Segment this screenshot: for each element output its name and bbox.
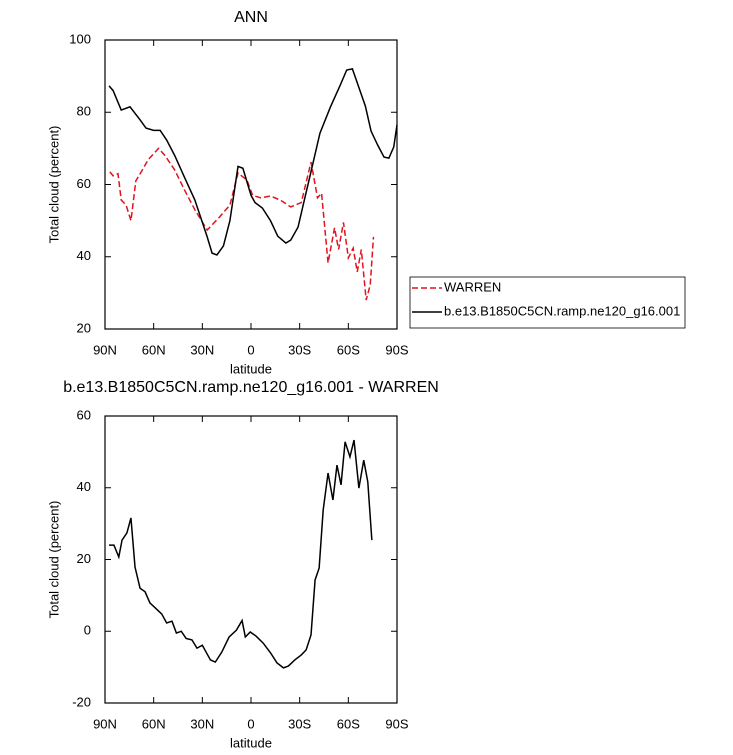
chart-title: ANN bbox=[234, 9, 268, 26]
x-axis-label: latitude bbox=[230, 361, 272, 376]
y-axis-label: Total cloud (percent) bbox=[46, 126, 61, 244]
y-tick-label: 80 bbox=[77, 104, 91, 119]
x-tick-label: 60N bbox=[142, 342, 166, 357]
legend-label: b.e13.B1850C5CN.ramp.ne120_g16.001 bbox=[444, 303, 680, 318]
y-tick-label: 20 bbox=[77, 320, 91, 335]
series-line bbox=[109, 147, 375, 301]
x-tick-label: 30N bbox=[190, 716, 214, 731]
legend-box bbox=[409, 276, 686, 329]
x-tick-label: 0 bbox=[247, 716, 254, 731]
x-tick-label: 60N bbox=[142, 716, 166, 731]
x-tick-label: 30S bbox=[288, 716, 311, 731]
x-tick-label: 60S bbox=[337, 716, 360, 731]
chart-title: b.e13.B1850C5CN.ramp.ne120_g16.001 - WAR… bbox=[63, 379, 439, 396]
y-tick-label: 0 bbox=[84, 623, 91, 638]
x-axis-label: latitude bbox=[230, 735, 272, 750]
series-line bbox=[109, 439, 373, 669]
y-tick-label: 100 bbox=[69, 31, 91, 46]
y-tick-label: 60 bbox=[77, 176, 91, 191]
x-tick-label: 60S bbox=[337, 342, 360, 357]
y-tick-label: 40 bbox=[77, 248, 91, 263]
plot-frame bbox=[104, 39, 398, 330]
x-tick-label: 30S bbox=[288, 342, 311, 357]
x-tick-label: 0 bbox=[247, 342, 254, 357]
legend-label: WARREN bbox=[444, 279, 501, 294]
x-tick-label: 90N bbox=[93, 716, 117, 731]
x-tick-label: 90N bbox=[93, 342, 117, 357]
x-tick-label: 30N bbox=[190, 342, 214, 357]
y-axis-label: Total cloud (percent) bbox=[46, 501, 61, 619]
plot-frame bbox=[104, 415, 398, 704]
x-tick-label: 90S bbox=[385, 716, 408, 731]
x-tick-label: 90S bbox=[385, 342, 408, 357]
y-tick-label: 40 bbox=[77, 479, 91, 494]
y-tick-label: -20 bbox=[72, 694, 91, 709]
y-tick-label: 60 bbox=[77, 407, 91, 422]
y-tick-label: 20 bbox=[77, 551, 91, 566]
series-line bbox=[108, 68, 398, 256]
